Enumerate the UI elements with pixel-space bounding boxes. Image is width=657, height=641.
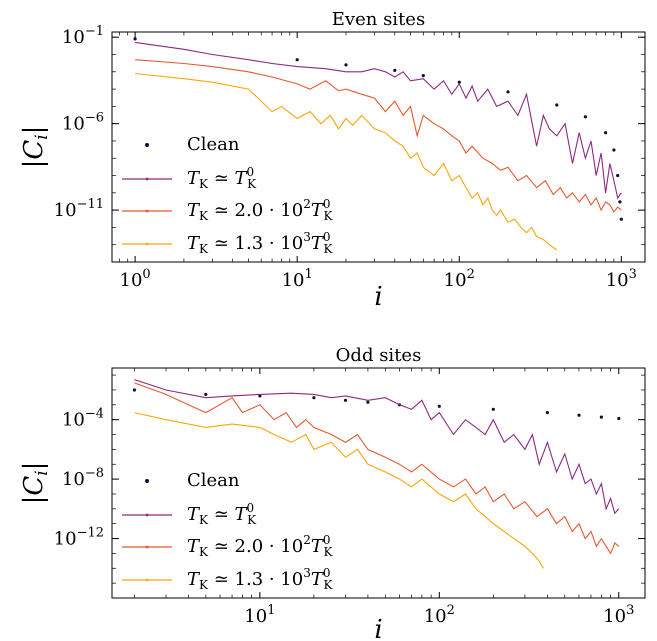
data-point [457,80,461,84]
legend-marker [145,177,149,181]
legend-item-0: Clean [145,470,240,491]
x-axis-label: i [374,282,382,312]
legend: Clean TK ≃ T0 K TK ≃ 2.0 · 102T0 K TK ≃ 1.3 ·… [122,470,334,592]
data-point [506,90,510,94]
data-point [604,131,608,135]
legend-label: TK ≃ T0 K [187,165,257,191]
legend-item-0: Clean [145,134,240,155]
series-line-3 [135,72,558,251]
plot-frame [111,367,646,599]
x-tick-label: 102 [444,267,475,291]
legend-marker [145,578,149,582]
data-point [366,400,370,404]
data-point [616,173,620,178]
y-tick-label: 10−11 [54,197,104,221]
data-point [599,415,604,419]
series-line-3 [134,412,544,569]
data-point [421,74,425,78]
y-axis-label: |Ci| [19,126,52,169]
data-point [617,416,621,421]
series-line-1 [134,379,620,515]
legend-marker [145,479,149,483]
chart-title: Odd sites [336,345,422,366]
chart-title: Even sites [332,9,425,30]
legend-label: TK ≃ T0 K [187,501,257,527]
data-point [619,217,623,221]
legend-marker [145,209,149,213]
x-axis-label: i [374,615,382,641]
data-point [491,407,495,411]
x-tick-label: 102 [424,603,455,627]
legend-marker [145,143,149,147]
series-group [133,37,623,251]
legend-label: TK ≃ 2.0 · 102T0 K [187,197,334,223]
series-group [132,379,621,569]
chart-panel-1: Even sites 100 101 102 103 10−1 10−6 10−11 i |Ci|… [19,9,646,312]
data-point [618,200,622,204]
data-point [133,37,137,41]
chart-panel-2: Odd sites 101 102 103 10−4 10−8 10−12 i |Ci| Clea… [19,345,646,641]
legend-item-3: TK ≃ 1.3 · 103T0 K [122,230,334,256]
legend-item-3: TK ≃ 1.3 · 103T0 K [122,566,334,592]
plot-frame [111,31,646,263]
data-point [132,388,136,392]
data-point [555,103,559,107]
data-point [393,68,397,72]
data-point [583,115,588,119]
y-tick-label: 10−1 [62,24,104,48]
legend-marker [145,545,149,549]
data-point [204,392,208,396]
y-tick-label: 10−4 [62,407,104,431]
y-tick-label: 10−6 [62,111,104,135]
legend-marker [145,242,149,246]
data-point [577,413,581,417]
y-tick-label: 10−8 [62,466,104,490]
data-point [344,63,348,67]
data-point [612,148,616,152]
data-point [545,411,550,415]
y-tick-label: 10−12 [54,526,104,550]
x-tick-label: 101 [244,603,275,627]
data-point [295,58,299,62]
series-clean [133,37,623,221]
data-point [312,396,316,400]
legend-item-1: TK ≃ T0 K [122,165,257,191]
x-tick-label: 103 [603,603,634,627]
data-point [437,404,441,408]
legend-label: TK ≃ 2.0 · 102T0 K [187,533,334,559]
series-clean [132,388,621,421]
legend-label-clean: Clean [187,134,240,155]
legend-label: TK ≃ 1.3 · 103T0 K [187,566,334,592]
legend: Clean TK ≃ T0 K TK ≃ 2.0 · 102T0 K TK ≃ 1.3 ·… [122,134,334,256]
legend-item-2: TK ≃ 2.0 · 102T0 K [122,533,334,559]
data-point [258,394,262,398]
series-line-1 [135,41,622,200]
x-tick-label: 100 [120,267,151,291]
legend-label: TK ≃ 1.3 · 103T0 K [187,230,334,256]
x-tick-label: 101 [282,267,313,291]
x-tick-label: 103 [606,267,637,291]
legend-label-clean: Clean [187,470,240,491]
series-line-2 [135,59,622,213]
data-point [343,398,348,402]
series-line-2 [134,382,620,555]
legend-item-1: TK ≃ T0 K [122,501,257,527]
y-axis-label: |Ci| [19,462,52,505]
legend-marker [145,513,149,517]
legend-item-2: TK ≃ 2.0 · 102T0 K [122,197,334,223]
